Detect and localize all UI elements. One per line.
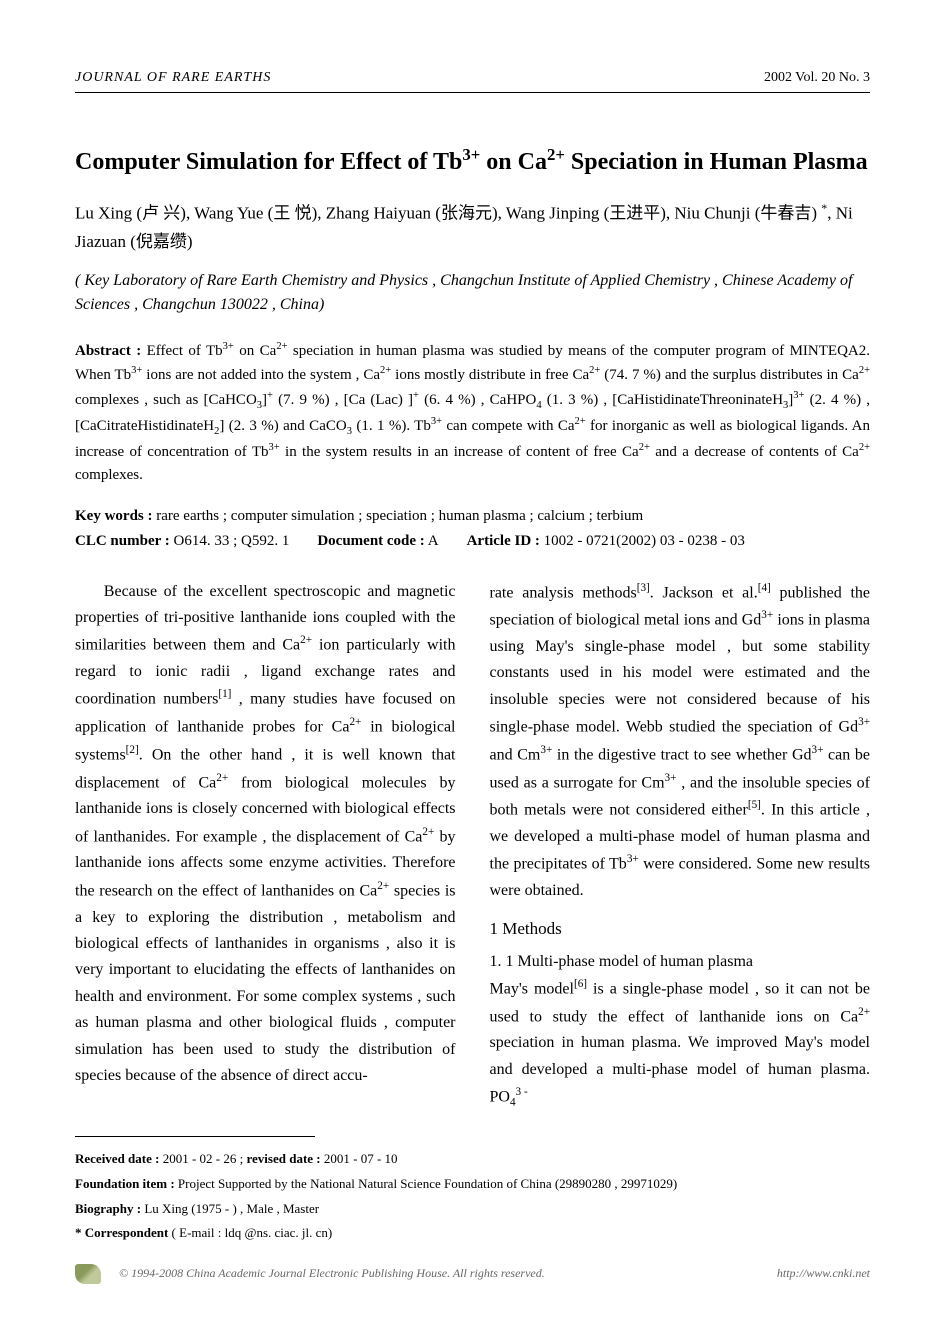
- cnki-logo-icon: [75, 1264, 101, 1284]
- affiliation: ( Key Laboratory of Rare Earth Chemistry…: [75, 269, 870, 317]
- article-title: Computer Simulation for Effect of Tb3+ o…: [75, 143, 870, 180]
- foundation-line: Foundation item : Project Supported by t…: [75, 1172, 870, 1197]
- correspondent-line: * Correspondent ( E-mail : ldq @ns. ciac…: [75, 1221, 870, 1246]
- section-heading: 1 Methods: [490, 915, 871, 943]
- body-paragraph: rate analysis methods[3]. Jackson et al.…: [490, 579, 871, 905]
- meta-line-2: CLC number : O614. 33 ; Q592. 1 Document…: [75, 529, 870, 555]
- body-columns: Because of the excellent spectroscopic a…: [75, 579, 870, 1113]
- biography-line: Biography : Lu Xing (1975 - ) , Male , M…: [75, 1197, 870, 1222]
- keywords-text: rare earths ; computer simulation ; spec…: [156, 508, 643, 524]
- issue-info: 2002 Vol. 20 No. 3: [764, 70, 870, 86]
- abstract-text: Effect of Tb3+ on Ca2+ speciation in hum…: [75, 343, 870, 483]
- clc-label: CLC number :: [75, 533, 170, 549]
- authors: Lu Xing (卢 兴), Wang Yue (王 悦), Zhang Hai…: [75, 198, 870, 257]
- articleid-label: Article ID :: [467, 533, 540, 549]
- journal-name: JOURNAL OF RARE EARTHS: [75, 70, 271, 86]
- copyright-row: © 1994-2008 China Academic Journal Elect…: [75, 1264, 870, 1284]
- copyright-text: © 1994-2008 China Academic Journal Elect…: [119, 1266, 545, 1281]
- received-line: Received date : 2001 - 02 - 26 ; revised…: [75, 1147, 870, 1172]
- doccode: Document code : A: [317, 529, 438, 555]
- running-head: JOURNAL OF RARE EARTHS 2002 Vol. 20 No. …: [75, 70, 870, 86]
- biography-label: Biography :: [75, 1201, 141, 1216]
- foundation-label: Foundation item :: [75, 1176, 175, 1191]
- doccode-label: Document code :: [317, 533, 424, 549]
- body-paragraph: May's model[6] is a single-phase model ,…: [490, 975, 871, 1112]
- revised-text: 2001 - 07 - 10: [324, 1151, 398, 1166]
- abstract-label: Abstract :: [75, 343, 141, 359]
- keywords-label: Key words :: [75, 508, 153, 524]
- column-right: rate analysis methods[3]. Jackson et al.…: [490, 579, 871, 1113]
- articleid: Article ID : 1002 - 0721(2002) 03 - 0238…: [467, 529, 745, 555]
- abstract: Abstract : Effect of Tb3+ on Ca2+ specia…: [75, 339, 870, 488]
- clc-text: O614. 33 ; Q592. 1: [173, 533, 289, 549]
- foundation-text: Project Supported by the National Natura…: [178, 1176, 677, 1191]
- column-left: Because of the excellent spectroscopic a…: [75, 579, 456, 1113]
- header-rule: [75, 92, 870, 93]
- correspondent-label: * Correspondent: [75, 1225, 168, 1240]
- biography-text: Lu Xing (1975 - ) , Male , Master: [144, 1201, 319, 1216]
- body-paragraph: Because of the excellent spectroscopic a…: [75, 579, 456, 1090]
- copyright-url[interactable]: http://www.cnki.net: [777, 1266, 870, 1281]
- doccode-text: A: [428, 533, 439, 549]
- clc: CLC number : O614. 33 ; Q592. 1: [75, 529, 289, 555]
- footnote-rule: [75, 1136, 315, 1137]
- footnotes: Received date : 2001 - 02 - 26 ; revised…: [75, 1147, 870, 1246]
- correspondent-text: ( E-mail : ldq @ns. ciac. jl. cn): [172, 1225, 333, 1240]
- subsection-heading: 1. 1 Multi-phase model of human plasma: [490, 949, 871, 975]
- articleid-text: 1002 - 0721(2002) 03 - 0238 - 03: [544, 533, 745, 549]
- received-text: 2001 - 02 - 26 ;: [163, 1151, 247, 1166]
- received-label: Received date :: [75, 1151, 159, 1166]
- revised-label: revised date :: [247, 1151, 321, 1166]
- article-meta: Key words : rare earths ; computer simul…: [75, 504, 870, 555]
- keywords-line: Key words : rare earths ; computer simul…: [75, 504, 870, 530]
